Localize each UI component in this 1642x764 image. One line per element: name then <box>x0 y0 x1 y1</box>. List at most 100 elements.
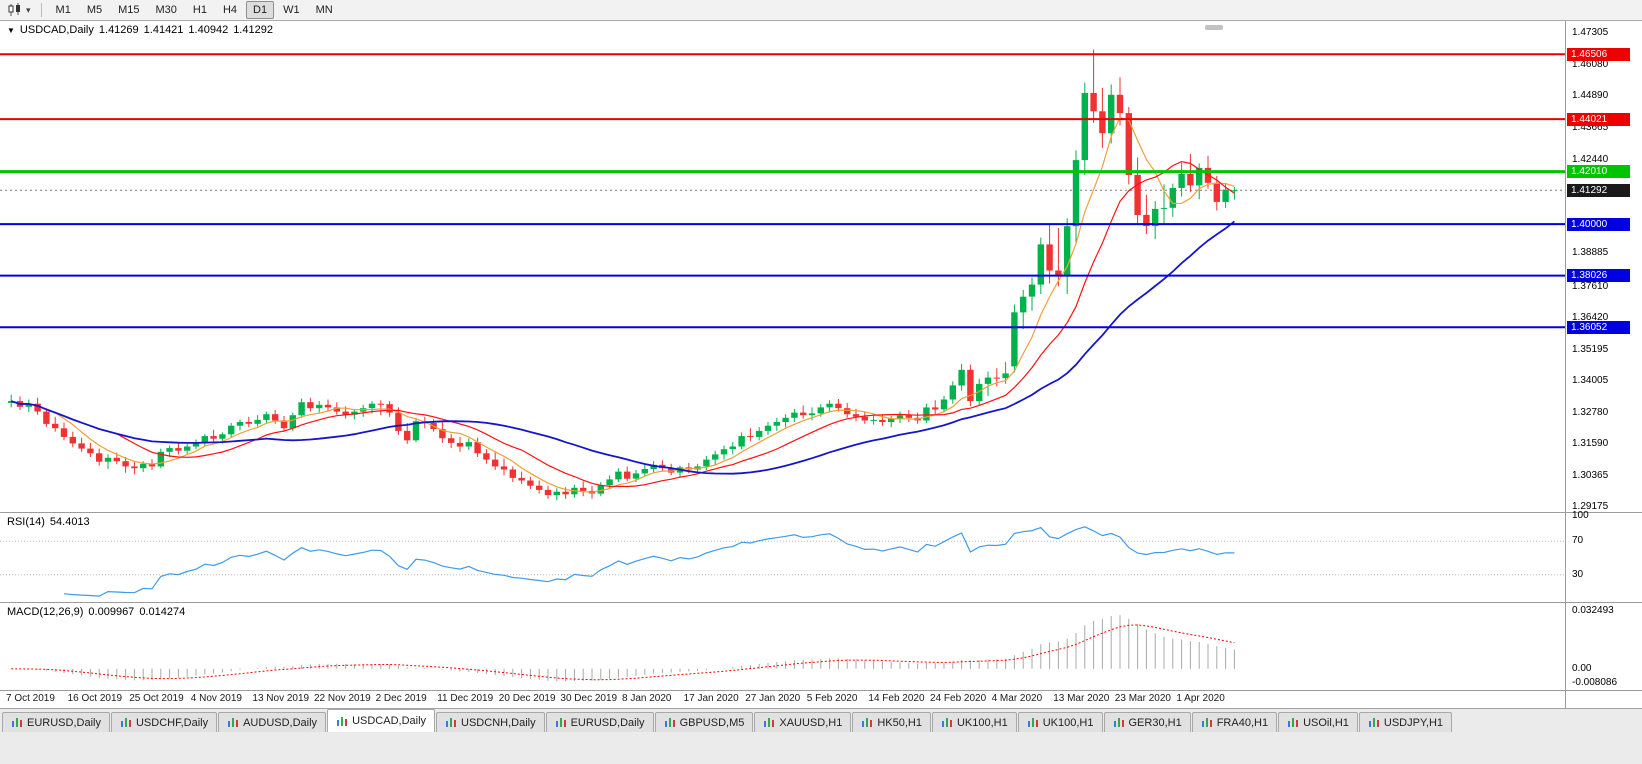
time-axis-label: 30 Dec 2019 <box>560 693 618 704</box>
time-axis-label: 8 Jan 2020 <box>622 693 672 704</box>
chart-tab-label: UK100,H1 <box>1042 716 1094 729</box>
price-axis-border <box>1565 21 1566 708</box>
chart-tab-label: AUDUSD,Daily <box>243 716 318 729</box>
chart-tab-fra40-h1[interactable]: FRA40,H1 <box>1191 712 1278 732</box>
price-axis-label: 1.31590 <box>1572 437 1609 449</box>
timeframe-button-H1[interactable]: H1 <box>192 4 207 16</box>
chart-tab-eurusd-daily[interactable]: EURUSD,Daily <box>545 712 654 732</box>
mini-chart-icon <box>1201 718 1212 727</box>
timeframe-button-W1[interactable]: W1 <box>283 4 300 16</box>
chart-symbol-timeframe: USDCAD,Daily <box>19 24 94 36</box>
time-axis-label: 14 Feb 2020 <box>868 693 925 704</box>
mini-chart-icon <box>12 718 22 727</box>
ohlc-high: 1.41421 <box>143 24 184 36</box>
rsi-line <box>63 526 1235 597</box>
price-axis-badge: 1.41292 <box>1567 183 1630 197</box>
chart-tab-usdcad-daily[interactable]: USDCAD,Daily <box>327 709 436 732</box>
time-axis-label: 27 Jan 2020 <box>745 693 801 704</box>
price-axis[interactable]: 1.47305 1.46080 1.44890 1.43665 1.42440 1.388… <box>1566 21 1642 708</box>
price-pane-canvas[interactable] <box>0 21 1565 512</box>
chart-tab-uk100-h1[interactable]: UK100,H1 <box>931 712 1017 732</box>
chart-tabs-bar: EURUSD,Daily USDCHF,Daily AUDUSD,Daily USDC… <box>0 708 1642 764</box>
chart-type-button[interactable]: ▾ <box>3 2 35 18</box>
time-axis-label: 17 Jan 2020 <box>683 693 739 704</box>
price-axis-label: -0.008086 <box>1572 677 1618 689</box>
rsi-label: RSI(14) <box>7 516 45 528</box>
chart-title: ▼ USDCAD,Daily 1.41269 1.41421 1.40942 1.4129… <box>7 24 278 36</box>
macd-signal-line <box>11 624 1235 681</box>
time-axis[interactable]: 7 Oct 2019 16 Oct 2019 25 Oct 2019 4 Nov 20… <box>0 691 1565 708</box>
chart-tab-usdchf-daily[interactable]: USDCHF,Daily <box>110 712 218 732</box>
mini-chart-icon <box>120 718 131 727</box>
rsi-pane[interactable]: RSI(14) 54.4013 <box>0 513 1565 602</box>
price-axis-label: 1.37610 <box>1572 280 1609 292</box>
price-axis-label: 0.032493 <box>1572 604 1614 616</box>
timeframe-button-M1[interactable]: M1 <box>55 4 71 16</box>
chart-tab-audusd-daily[interactable]: AUDUSD,Daily <box>218 712 327 732</box>
price-axis-badge: 1.46506 <box>1567 47 1630 61</box>
chart-tab-label: FRA40,H1 <box>1216 716 1269 729</box>
macd-histogram <box>19 615 1235 682</box>
timeframe-button-H4[interactable]: H4 <box>222 4 238 16</box>
price-axis-badge: 1.42010 <box>1567 165 1630 179</box>
price-axis-label: 1.29175 <box>1572 500 1609 512</box>
mini-chart-icon <box>941 718 952 727</box>
price-axis-label: 1.34005 <box>1572 374 1609 386</box>
timeframe-toolbar: M1 M5 M15 M30 H1 H4 D1 W1 MN <box>48 1 341 19</box>
price-axis-label: 1.42440 <box>1572 154 1609 166</box>
chart-scrollbar-thumb[interactable] <box>1205 25 1223 30</box>
pane-separator[interactable] <box>0 512 1642 513</box>
rsi-value: 54.4013 <box>49 516 90 528</box>
timeframe-button-D1[interactable]: D1 <box>246 1 275 19</box>
timeframe-button-MN[interactable]: MN <box>315 4 333 16</box>
pane-separator[interactable] <box>0 602 1642 603</box>
price-axis-badge: 1.40000 <box>1567 217 1630 231</box>
chart-tab-label: USDCHF,Daily <box>135 716 209 729</box>
chart-tab-label: HK50,H1 <box>877 716 922 729</box>
price-pane[interactable]: ▼ USDCAD,Daily 1.41269 1.41421 1.40942 1.4129… <box>0 21 1565 512</box>
chart-tab-label: USDJPY,H1 <box>1383 716 1444 729</box>
chart-tab-eurusd-daily[interactable]: EURUSD,Daily <box>2 712 110 732</box>
price-axis-label: 1.38885 <box>1572 247 1609 259</box>
mini-chart-icon <box>1113 718 1124 727</box>
ohlc-open: 1.41269 <box>98 24 139 36</box>
macd-pane[interactable]: MACD(12,26,9) 0.009967 0.014274 <box>0 603 1565 690</box>
chart-tab-label: USDCNH,Daily <box>461 716 536 729</box>
price-axis-label: 1.30365 <box>1572 469 1609 481</box>
collapse-pane-icon[interactable]: ▼ <box>7 26 15 35</box>
candlestick-series <box>8 49 1238 501</box>
price-axis-label: 1.46080 <box>1572 59 1609 71</box>
chart-tab-usdjpy-h1[interactable]: USDJPY,H1 <box>1358 712 1453 732</box>
ohlc-low: 1.40942 <box>188 24 229 36</box>
ma-slow-line <box>10 220 1235 475</box>
chart-tab-gbpusd-m5[interactable]: GBPUSD,M5 <box>654 712 754 732</box>
chart-tab-hk50-h1[interactable]: HK50,H1 <box>852 712 931 732</box>
chart-tab-label: GER30,H1 <box>1128 716 1182 729</box>
mini-chart-icon <box>664 718 675 727</box>
chart-tab-usdcnh-daily[interactable]: USDCNH,Daily <box>436 712 545 732</box>
time-axis-label: 4 Nov 2019 <box>190 693 242 704</box>
chart-tab-xauusd-h1[interactable]: XAUUSD,H1 <box>754 712 852 732</box>
chart-tab-label: EURUSD,Daily <box>27 716 101 729</box>
price-axis-badge: 1.36052 <box>1567 320 1630 334</box>
chart-tab-ger30-h1[interactable]: GER30,H1 <box>1103 712 1191 732</box>
time-axis-label: 20 Dec 2019 <box>498 693 556 704</box>
price-axis-label: 1.35195 <box>1572 343 1609 355</box>
macd-pane-canvas[interactable] <box>0 603 1565 690</box>
macd-label: MACD(12,26,9) <box>7 606 84 618</box>
rsi-pane-canvas[interactable] <box>0 513 1565 602</box>
price-axis-label: 1.44890 <box>1572 90 1609 102</box>
ma-mid-line <box>11 160 1235 488</box>
time-axis-label: 4 Mar 2020 <box>991 693 1043 704</box>
time-axis-label: 13 Nov 2019 <box>252 693 310 704</box>
rsi-title: RSI(14) 54.4013 <box>7 516 95 528</box>
timeframe-button-M15[interactable]: M15 <box>118 4 140 16</box>
price-axis-label: 30 <box>1572 568 1584 580</box>
chart-tab-uk100-h1[interactable]: UK100,H1 <box>1017 712 1103 732</box>
price-axis-label: 100 <box>1572 510 1589 521</box>
mini-chart-icon <box>1368 718 1379 727</box>
mini-chart-icon <box>764 718 775 727</box>
timeframe-button-M5[interactable]: M5 <box>86 4 103 16</box>
chart-tab-usoil-h1[interactable]: USOil,H1 <box>1278 712 1358 732</box>
timeframe-button-M30[interactable]: M30 <box>155 4 177 16</box>
